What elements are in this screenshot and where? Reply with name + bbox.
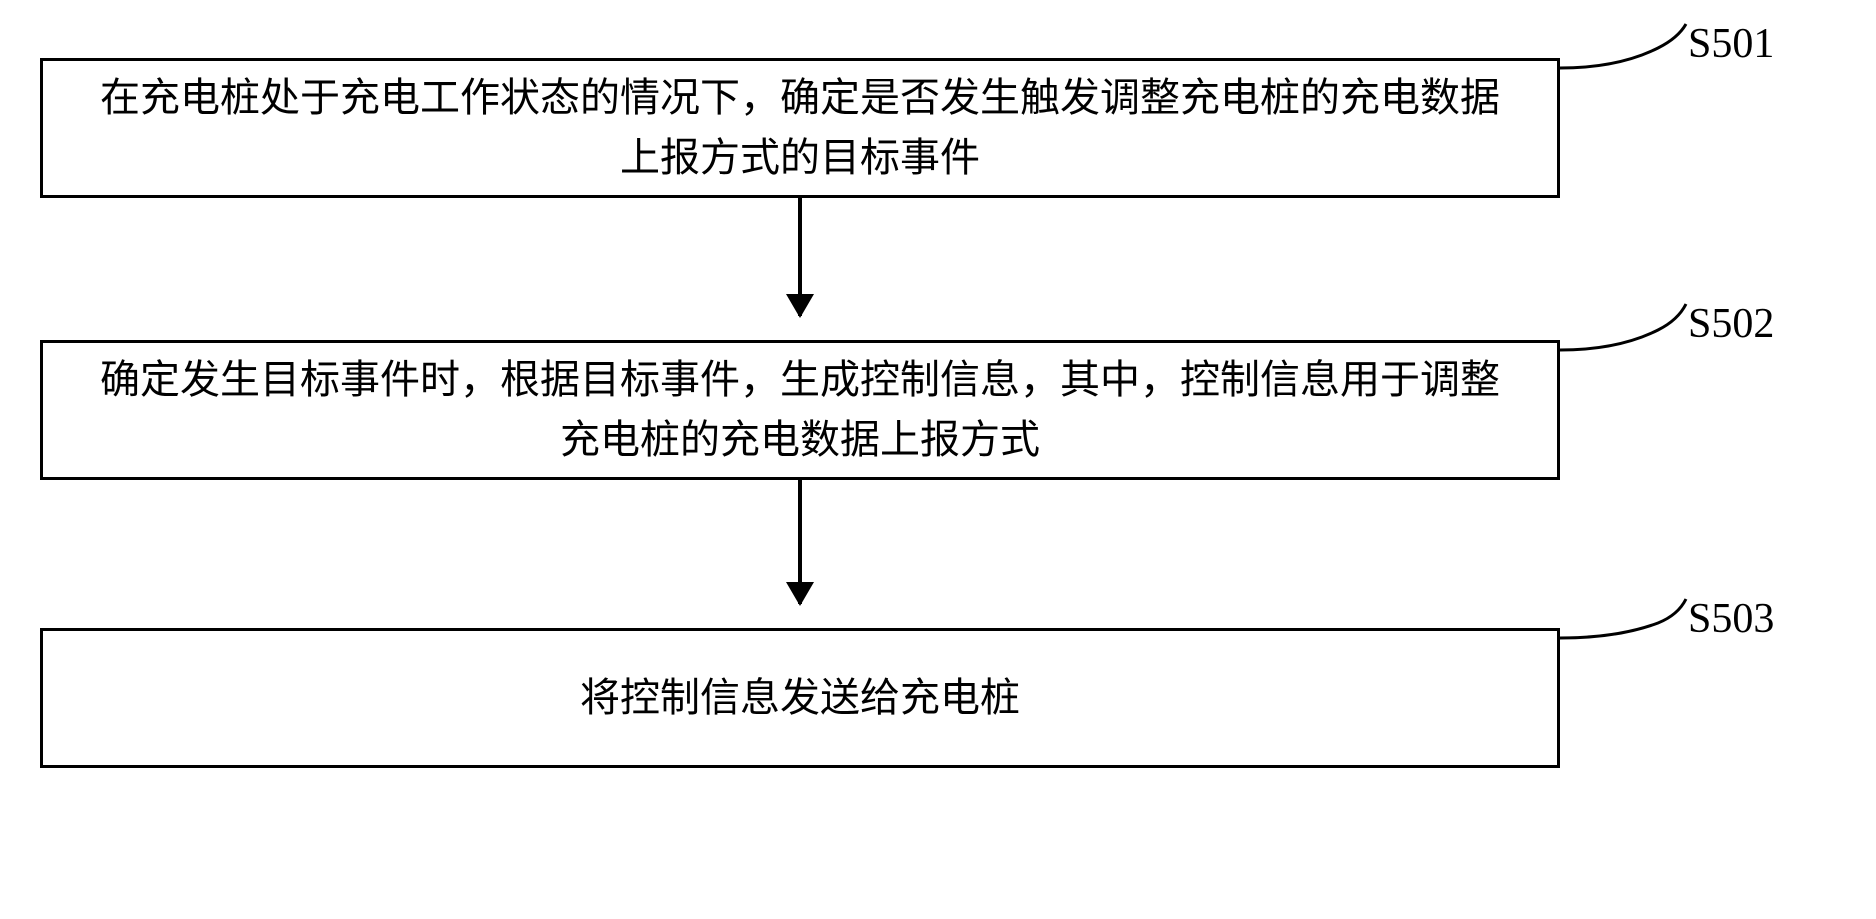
step-box-1: 在充电桩处于充电工作状态的情况下，确定是否发生触发调整充电桩的充电数据上报方式的… [40, 58, 1560, 198]
step-box-2: 确定发生目标事件时，根据目标事件，生成控制信息，其中，控制信息用于调整充电桩的充… [40, 340, 1560, 480]
step-label-2: S502 [1688, 300, 1774, 348]
step-text-1: 在充电桩处于充电工作状态的情况下，确定是否发生触发调整充电桩的充电数据上报方式的… [83, 68, 1517, 188]
step-label-1: S501 [1688, 20, 1774, 68]
connector-curve-3 [1558, 595, 1698, 655]
flowchart-container: 在充电桩处于充电工作状态的情况下，确定是否发生触发调整充电桩的充电数据上报方式的… [0, 0, 1876, 919]
arrow-1-to-2 [798, 198, 802, 316]
step-text-3: 将控制信息发送给充电桩 [580, 668, 1020, 728]
step-box-3: 将控制信息发送给充电桩 [40, 628, 1560, 768]
arrow-2-to-3 [798, 480, 802, 604]
step-label-3: S503 [1688, 595, 1774, 643]
connector-curve-1 [1558, 20, 1698, 80]
connector-curve-2 [1558, 300, 1698, 360]
step-text-2: 确定发生目标事件时，根据目标事件，生成控制信息，其中，控制信息用于调整充电桩的充… [83, 350, 1517, 470]
